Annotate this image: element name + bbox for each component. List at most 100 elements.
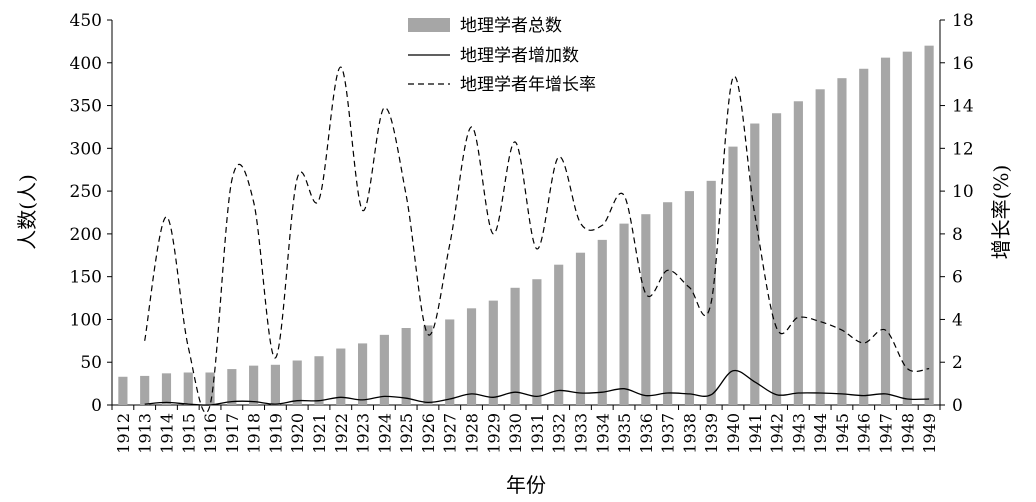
x-tick-label: 1912 (114, 413, 133, 454)
bar (706, 180, 716, 405)
x-tick-label: 1920 (288, 413, 307, 454)
bar (140, 375, 150, 405)
x-tick-label: 1942 (768, 413, 787, 454)
y-tick-label: 350 (70, 97, 102, 117)
bar (510, 287, 520, 405)
bar (249, 365, 259, 405)
legend-swatch-total (408, 18, 450, 32)
bar (619, 223, 629, 405)
bar (379, 334, 389, 405)
y-tick-label: 300 (70, 139, 102, 159)
x-tick-label: 1945 (833, 413, 852, 454)
x-tick-label: 1938 (680, 413, 699, 454)
y-tick-label: 250 (70, 182, 102, 202)
x-tick-label: 1949 (920, 413, 939, 454)
line-series (144, 66, 930, 414)
bar (597, 239, 607, 405)
x-tick-label: 1934 (593, 413, 612, 454)
x-axis-ticks: 1912 1913 1914 1915 1916 1917 1918 1919 1920 1921… (111, 405, 941, 454)
y-tick-label: 150 (70, 268, 102, 288)
bar (663, 202, 673, 405)
x-tick-label: 1919 (266, 413, 285, 454)
bar (532, 279, 542, 405)
x-tick-label: 1916 (201, 413, 220, 454)
x-tick-label: 1918 (245, 413, 264, 454)
bar (270, 364, 280, 405)
x-tick-label: 1927 (441, 413, 460, 454)
legend-label-rate: 地理学者年增长率 (460, 75, 596, 95)
y2-tick-label: 16 (952, 54, 974, 74)
bar (641, 214, 651, 405)
y-axis-left-title: 人数(人) (15, 174, 39, 250)
bar (880, 57, 891, 406)
x-tick-label: 1946 (855, 413, 874, 454)
x-tick-label: 1929 (484, 413, 503, 454)
x-tick-label: 1922 (332, 413, 351, 454)
bar (815, 89, 825, 406)
bar (183, 372, 193, 405)
x-tick-label: 1925 (397, 413, 416, 454)
x-tick-label: 1928 (463, 413, 482, 454)
bar (575, 252, 586, 405)
x-tick-label: 1944 (811, 413, 830, 454)
x-tick-label: 1914 (157, 413, 176, 454)
bar (358, 343, 368, 405)
y2-tick-label: 0 (952, 396, 963, 416)
x-tick-label: 1931 (528, 413, 547, 454)
x-tick-label: 1923 (354, 413, 373, 454)
bar (837, 78, 847, 405)
bar (728, 146, 738, 405)
bar (466, 308, 477, 405)
bar (118, 376, 128, 405)
x-tick-label: 1930 (506, 413, 525, 454)
bar (423, 325, 433, 405)
y2-tick-label: 2 (952, 353, 963, 373)
y-axis-right-title: 增长率(%) (989, 165, 1013, 260)
x-tick-label: 1937 (659, 413, 678, 454)
bar (401, 328, 411, 405)
x-tick-label: 1939 (702, 413, 721, 454)
x-tick-label: 1921 (310, 413, 329, 454)
y2-tick-label: 18 (952, 11, 974, 31)
x-tick-label: 1941 (746, 413, 765, 454)
x-tick-label: 1915 (179, 413, 198, 454)
bar (314, 356, 324, 405)
x-tick-label: 1935 (615, 413, 634, 454)
bar (793, 101, 803, 406)
y2-tick-label: 10 (952, 182, 974, 202)
y-tick-label: 450 (70, 11, 102, 31)
x-tick-label: 1943 (789, 413, 808, 454)
bar (859, 68, 869, 406)
y2-tick-label: 4 (952, 310, 963, 330)
x-tick-label: 1933 (571, 413, 590, 454)
bar (554, 264, 564, 405)
legend-label-increase: 地理学者增加数 (460, 46, 579, 66)
line-increase-count (144, 369, 930, 406)
x-tick-label: 1947 (877, 413, 896, 454)
bar (772, 113, 782, 405)
x-axis-title: 年份 (506, 473, 546, 497)
y2-tick-label: 6 (952, 268, 963, 288)
bar (750, 123, 760, 406)
line-growth-rate (144, 66, 930, 414)
x-tick-label: 1917 (223, 413, 242, 454)
x-tick-label: 1948 (898, 413, 917, 454)
x-tick-label: 1932 (550, 413, 569, 454)
y2-tick-label: 14 (952, 97, 974, 117)
y-tick-label: 400 (70, 54, 102, 74)
y-tick-label: 100 (70, 310, 102, 330)
legend-label-total: 地理学者总数 (460, 16, 562, 36)
bar (161, 373, 172, 405)
y2-tick-label: 8 (952, 225, 963, 245)
bar (445, 319, 455, 405)
bar (227, 369, 237, 405)
x-tick-label: 1913 (136, 413, 155, 454)
y-tick-label: 200 (70, 225, 102, 245)
bar (684, 191, 694, 405)
y-axis-left-ticks: 0 50 100 150 200 250 300 350 400 450 (70, 11, 112, 416)
bar (336, 348, 346, 405)
y-axis-right-ticks: 0 2 4 6 8 10 12 14 16 18 (940, 11, 974, 416)
x-tick-label: 1936 (637, 413, 656, 454)
